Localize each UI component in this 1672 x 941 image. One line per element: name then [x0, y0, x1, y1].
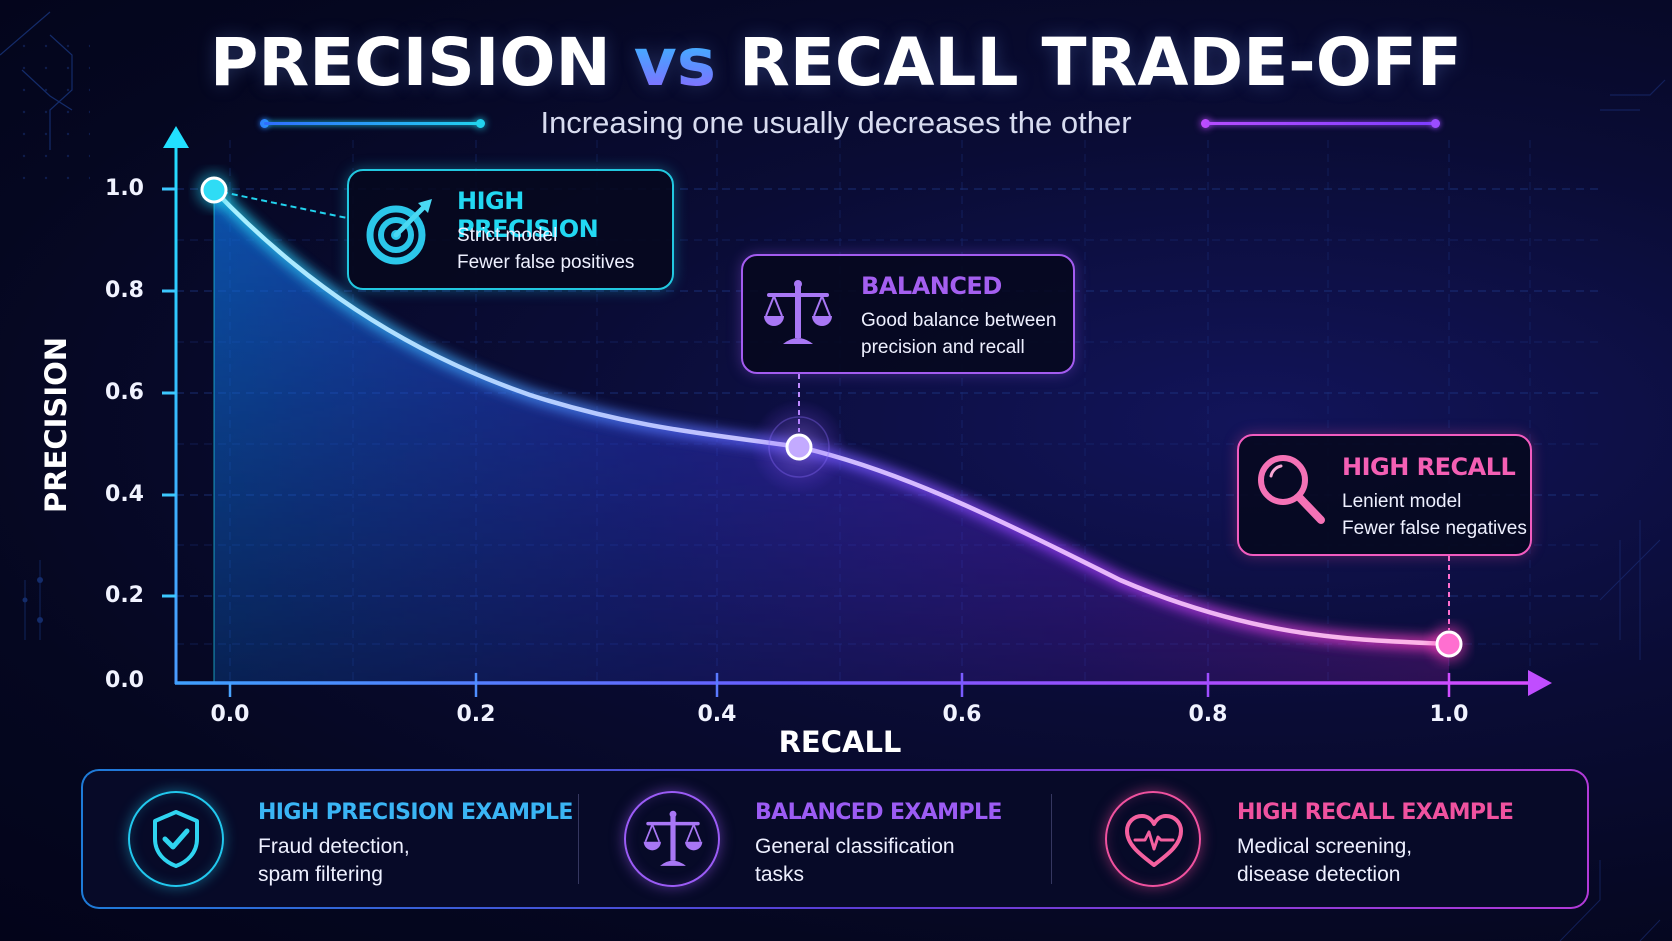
example-1-line2: spam filtering	[258, 863, 383, 886]
balanced-line1: Good balance between	[861, 310, 1057, 331]
y-axis-arrow-icon	[163, 126, 189, 148]
examples-divider-2	[1051, 794, 1052, 884]
title-precision: PRECISION	[210, 24, 611, 101]
example-3-title: HIGH RECALL EXAMPLE	[1237, 800, 1514, 825]
example-3-icon-circle	[1105, 791, 1201, 887]
example-1-icon-circle	[128, 791, 224, 887]
examples-panel	[81, 769, 1589, 909]
balanced-title: BALANCED	[861, 272, 1002, 300]
high-recall-point	[1435, 630, 1463, 658]
y-tick-0-8: 0.8	[105, 278, 144, 303]
chart-title: PRECISION vs RECALL TRADE-OFF	[0, 24, 1672, 102]
curve-area-fill	[214, 190, 1449, 683]
shield-check-icon	[153, 810, 199, 868]
example-1-title: HIGH PRECISION EXAMPLE	[258, 800, 573, 825]
subtitle-left-line	[264, 122, 480, 125]
circuit-decor-left	[0, 11, 90, 640]
high-recall-title: HIGH RECALL	[1342, 453, 1516, 481]
y-tick-0-0: 0.0	[105, 668, 144, 693]
y-tick-0-2: 0.2	[105, 583, 144, 608]
title-recall-tradeoff: RECALL TRADE-OFF	[739, 24, 1462, 101]
x-tick-0-4: 0.4	[697, 702, 737, 727]
x-tick-0-0: 0.0	[210, 702, 250, 727]
chart-subtitle: Increasing one usually decreases the oth…	[540, 105, 1132, 140]
high-precision-line2: Fewer false positives	[457, 252, 635, 273]
high-precision-title: HIGH PRECISION	[457, 187, 599, 243]
example-3-line1: Medical screening,	[1237, 835, 1413, 858]
balanced-point	[785, 433, 813, 461]
x-axis-ticks	[228, 673, 1451, 697]
example-2-title: BALANCED EXAMPLE	[755, 800, 1002, 825]
example-2-icon-circle	[624, 791, 720, 887]
magnifier-icon	[1258, 455, 1325, 524]
circuit-decor-right	[1559, 79, 1666, 941]
balanced-callout: BALANCED Good balance between precision …	[741, 254, 1075, 374]
example-3-line2: disease detection	[1237, 863, 1401, 886]
x-tick-0-2: 0.2	[456, 702, 496, 727]
title-vs: vs	[633, 24, 717, 101]
y-tick-0-6: 0.6	[105, 380, 144, 405]
scales-icon	[764, 280, 832, 344]
examples-divider-1	[578, 794, 579, 884]
x-tick-0-6: 0.6	[942, 702, 982, 727]
y-axis-title: PRECISION	[39, 336, 73, 514]
subtitle-right-dot-end	[1431, 119, 1440, 128]
high-recall-line2: Fewer false negatives	[1342, 518, 1527, 539]
example-2-line1: General classification	[755, 835, 955, 858]
x-axis-title: RECALL	[778, 725, 902, 759]
y-tick-0-4: 0.4	[105, 482, 144, 507]
subtitle-right-line	[1205, 122, 1435, 125]
heart-pulse-icon	[1125, 814, 1183, 867]
example-1-line1: Fraud detection,	[258, 835, 410, 858]
subtitle-left-dot-end	[476, 119, 485, 128]
high-precision-callout: HIGH PRECISION Strict model Fewer false …	[347, 169, 674, 290]
target-icon	[366, 199, 432, 265]
x-tick-1-0: 1.0	[1429, 702, 1469, 727]
high-precision-connector	[221, 191, 348, 219]
high-precision-point	[200, 176, 228, 204]
scales-icon	[643, 810, 703, 866]
high-recall-line1: Lenient model	[1342, 491, 1462, 512]
high-precision-line1: Strict model	[457, 225, 558, 246]
x-tick-0-8: 0.8	[1188, 702, 1228, 727]
high-recall-callout: HIGH RECALL Lenient model Fewer false ne…	[1237, 434, 1532, 556]
balanced-line2: precision and recall	[861, 337, 1025, 358]
y-tick-1-0: 1.0	[105, 176, 144, 201]
y-axis-ticks	[162, 187, 176, 598]
x-axis-arrow-icon	[1528, 670, 1552, 696]
example-2-line2: tasks	[755, 863, 805, 886]
